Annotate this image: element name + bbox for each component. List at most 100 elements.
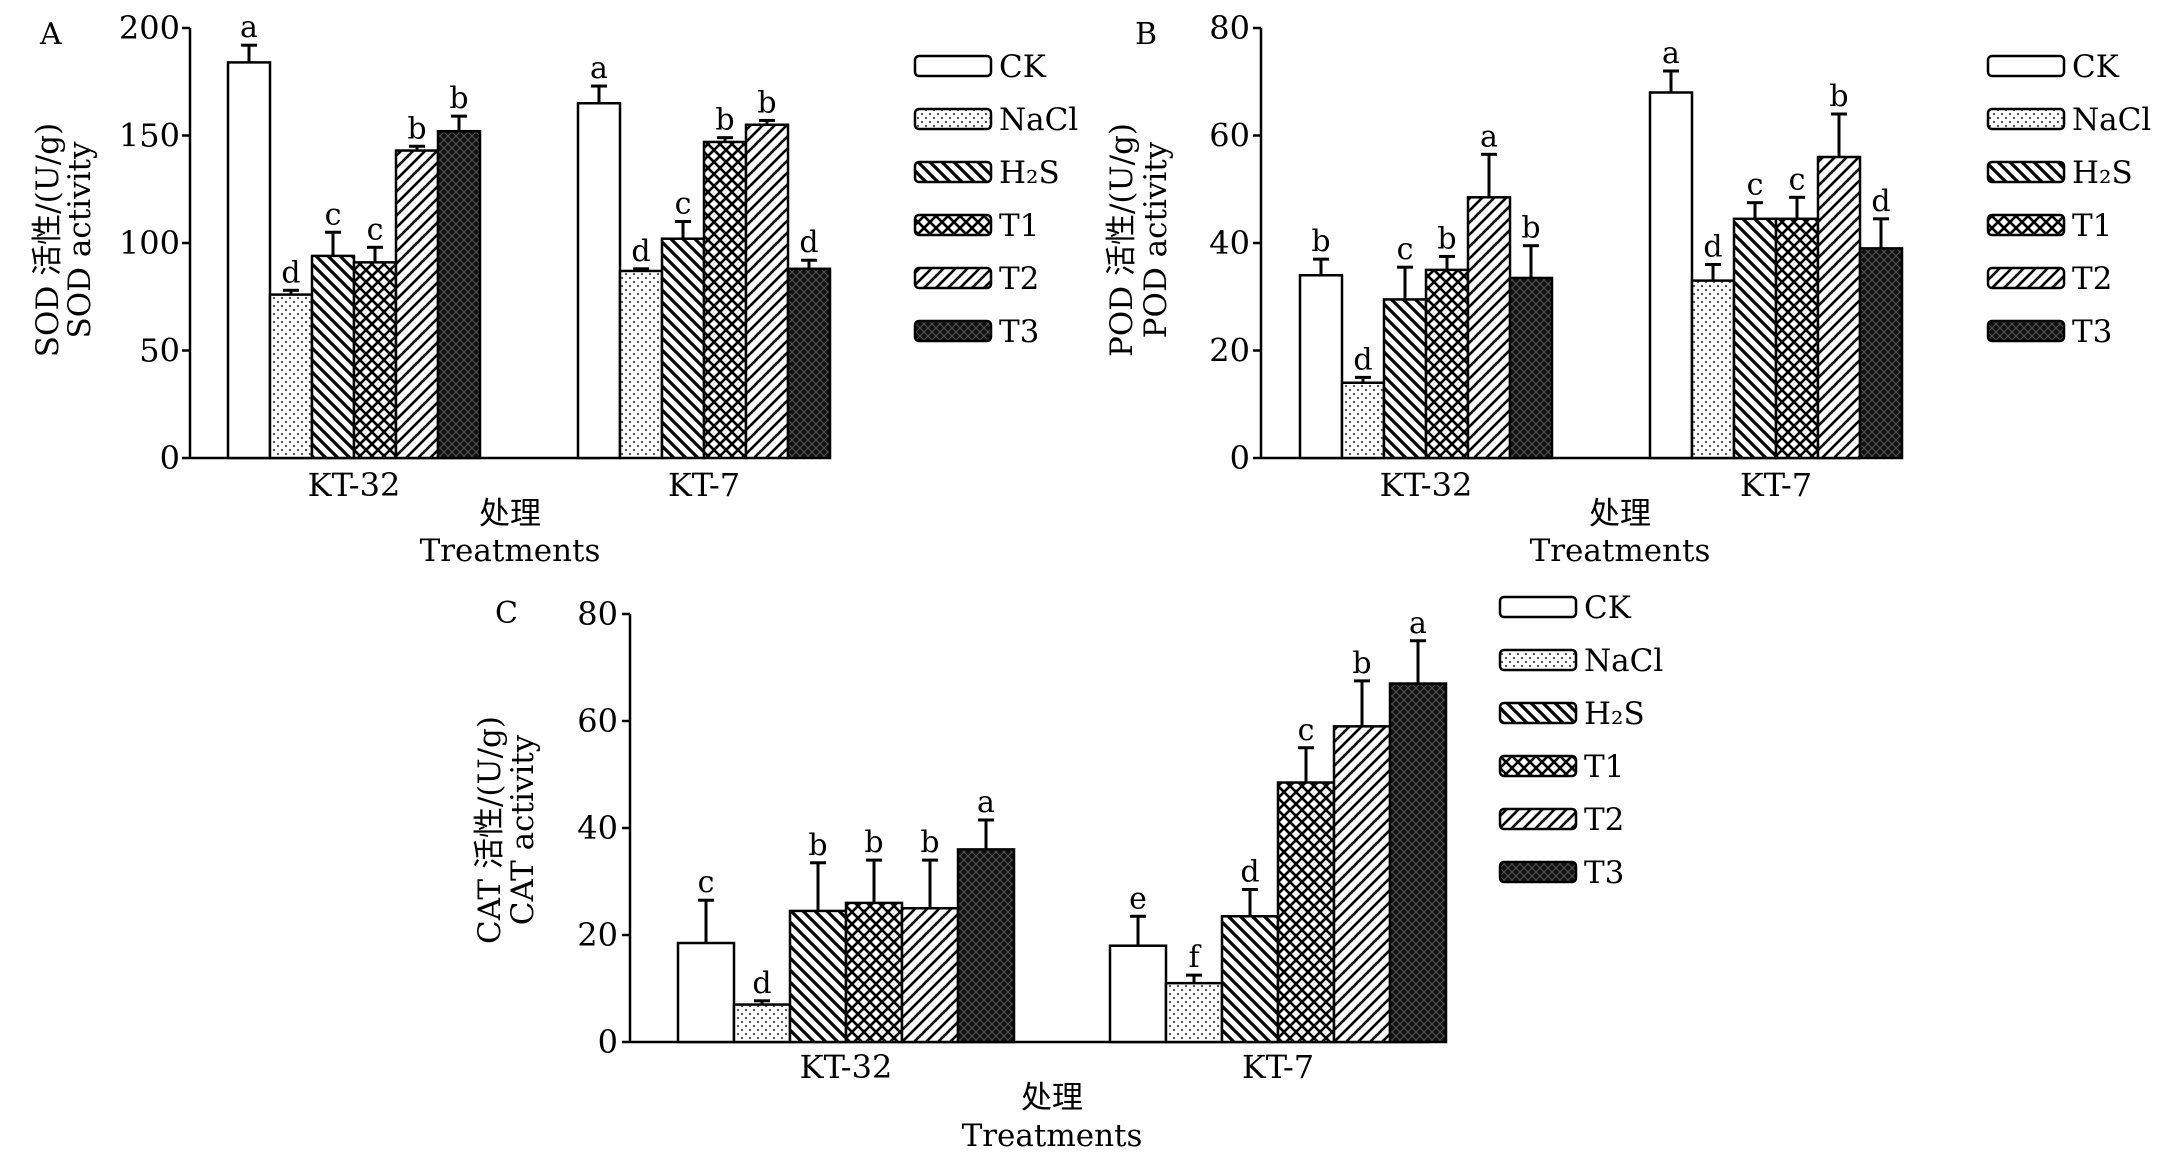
bar-ck-kt-32 [1298,274,1344,460]
significance-letter: b [808,828,827,863]
significance-letter: b [1311,224,1330,259]
legend-label: T1 [999,208,1039,244]
significance-letter: c [367,212,384,247]
significance-letter: b [920,825,939,860]
legend-swatch-h₂s [913,160,993,184]
y-axis-title-cn: CAT 活性/(U/g) [472,716,508,944]
bar-nacl-kt-32 [268,293,314,460]
significance-letter: a [240,10,258,45]
legend-swatch-t1 [913,213,993,237]
significance-letter: d [1353,342,1372,377]
legend-swatch-t3 [913,319,993,343]
significance-letter: d [752,966,771,1001]
bar-t1-kt-7 [1774,217,1820,460]
legend-swatch-t2 [1986,266,2066,290]
legend-swatch-t2 [1498,807,1578,831]
legend-swatch-ck [1498,595,1578,619]
bar-h2s-kt-32 [788,909,848,1044]
y-tick-label: 150 [119,117,180,155]
bar-ck-kt-7 [1648,91,1694,460]
significance-letter: c [1789,162,1806,197]
bar-nacl-kt-32 [1340,381,1386,460]
bar-h2s-kt-7 [660,237,706,460]
significance-letter: b [1829,79,1848,114]
panel-label-c: C [495,596,518,631]
legend-label: NaCl [999,102,1078,138]
legend: CK NaCl H₂S T1 T2 T3 [1498,590,1663,891]
significance-letter: a [590,51,608,86]
significance-letter: d [281,255,300,290]
x-category-label: KT-7 [668,466,740,504]
y-tick-label: 40 [577,809,618,847]
bar-nacl-kt-7 [1690,279,1736,460]
x-category-label: KT-32 [800,1048,893,1086]
legend-label: T2 [1584,802,1624,838]
bar-t1-kt-32 [1424,268,1470,460]
legend-swatch-h₂s [1986,160,2066,184]
y-tick-label: 60 [577,702,618,740]
significance-letter: c [325,197,342,232]
significance-letter: a [1662,36,1680,71]
y-axis-title: POD 活性/(U/g)POD activity [1104,123,1174,357]
y-tick-label: 0 [1230,439,1250,477]
bar-t1-kt-7 [702,140,748,460]
legend-label: CK [1584,590,1632,626]
legend-swatch-ck [913,54,993,78]
bar-ck-kt-32 [226,61,272,460]
y-tick-label: 60 [1209,117,1250,155]
legend-swatch-nacl [1498,648,1578,672]
bar-h2s-kt-7 [1220,915,1280,1044]
legend-label: H₂S [1584,696,1645,732]
legend-label: H₂S [2072,155,2133,191]
x-category-label: KT-32 [308,466,401,504]
legend-label: T1 [2072,208,2112,244]
significance-letter: d [631,234,650,269]
bar-t2-kt-7 [744,123,790,460]
legend-label: CK [2072,49,2120,85]
bar-t3-kt-7 [786,267,832,460]
legend-swatch-t3 [1498,860,1578,884]
y-axis-title-en: CAT activity [505,734,541,925]
legend: CK NaCl H₂S T1 T2 T3 [913,49,1078,350]
bar-nacl-kt-7 [1164,981,1224,1044]
significance-letter: c [698,865,715,900]
y-axis-title-en: SOD activity [62,141,98,338]
significance-letter: e [1129,881,1147,916]
legend-swatch-ck [1986,54,2066,78]
y-tick-label: 80 [1209,9,1250,47]
legend-label: CK [999,49,1047,85]
bar-t3-kt-32 [956,848,1016,1044]
bar-h2s-kt-32 [1382,298,1428,460]
legend-swatch-t3 [1986,319,2066,343]
legend-label: T3 [2072,314,2112,350]
x-category-label: KT-7 [1740,466,1812,504]
bar-t3-kt-32 [436,129,482,460]
legend-label: NaCl [1584,643,1663,679]
bar-t2-kt-7 [1332,725,1392,1044]
x-axis-title-cn: 处理 [479,496,541,532]
bar-ck-kt-7 [576,102,622,460]
legend-swatch-t1 [1986,213,2066,237]
bar-nacl-kt-32 [732,1003,792,1044]
y-axis-title: CAT 活性/(U/g)CAT activity [472,716,541,944]
legend: CK NaCl H₂S T1 T2 T3 [1986,49,2151,350]
significance-letter: f [1188,940,1201,975]
significance-letter: a [1409,606,1427,641]
significance-letter: b [1352,646,1371,681]
y-tick-label: 200 [119,9,180,47]
significance-letter: b [757,85,776,120]
significance-letter: b [1521,211,1540,246]
x-axis-title-en: Treatments [1530,533,1711,569]
significance-letter: b [715,103,734,138]
bar-t3-kt-32 [1508,276,1554,460]
y-tick-label: 0 [160,439,180,477]
legend-label: T2 [999,261,1039,297]
bar-t2-kt-7 [1816,155,1862,460]
legend-label: NaCl [2072,102,2151,138]
bar-h2s-kt-32 [310,254,356,460]
y-tick-label: 0 [598,1023,618,1061]
significance-letter: c [1298,713,1315,748]
